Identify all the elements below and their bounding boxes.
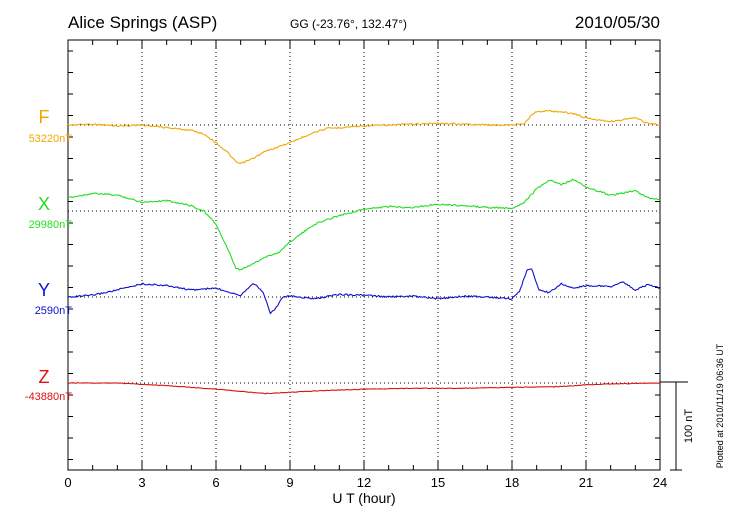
series-name-y: Y <box>38 280 50 300</box>
chart-title: Alice Springs (ASP) <box>68 13 217 32</box>
x-axis-label: U T (hour) <box>332 490 395 506</box>
chart-subtitle: GG (-23.76°, 132.47°) <box>290 17 407 31</box>
series-line-z <box>67 382 661 395</box>
series-line-y <box>67 268 661 315</box>
grid <box>141 40 587 470</box>
x-tick-label-3: 3 <box>138 475 145 490</box>
series-baseline-z: -43880nT <box>25 391 72 403</box>
series-labels: F 53220nT X 29980nT Y 2590nT Z -43880nT <box>25 107 72 403</box>
baselines <box>68 124 660 384</box>
series-baseline-y: 2590nT <box>35 305 73 317</box>
chart-date: 2010/05/30 <box>575 13 660 32</box>
scale-label: 100 nT <box>683 409 695 444</box>
x-tick-label-24: 24 <box>653 475 667 490</box>
series-line-x <box>67 178 661 271</box>
x-tick-label-0: 0 <box>64 475 71 490</box>
x-tick-label-15: 15 <box>431 475 445 490</box>
plotted-note: Plotted at 2010/11/19 06:36 UT <box>715 343 725 468</box>
series-name-x: X <box>38 194 50 214</box>
x-tick-label-18: 18 <box>505 475 519 490</box>
x-tick-label-9: 9 <box>286 475 293 490</box>
frame-ticks <box>67 40 661 470</box>
series-line-f <box>67 109 661 165</box>
x-tick-label-12: 12 <box>357 475 371 490</box>
x-tick-labels: 0 3 6 9 12 15 18 21 24 <box>64 475 667 490</box>
x-tick-label-6: 6 <box>212 475 219 490</box>
series-baseline-f: 53220nT <box>29 133 73 145</box>
series-baseline-x: 29980nT <box>29 219 73 231</box>
series-name-f: F <box>39 107 50 127</box>
series-name-z: Z <box>39 367 50 387</box>
scale-bar: 100 nT <box>660 381 695 471</box>
x-tick-label-21: 21 <box>579 475 593 490</box>
series-lines <box>67 109 661 395</box>
